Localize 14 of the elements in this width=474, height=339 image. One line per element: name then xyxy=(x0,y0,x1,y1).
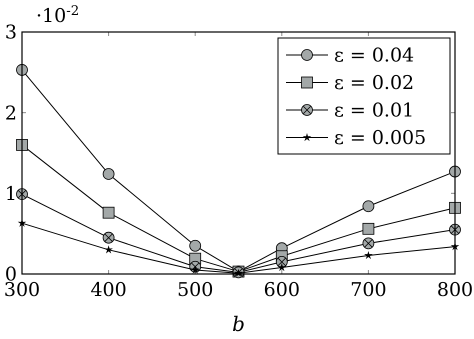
x-tick-label: 700 xyxy=(350,279,387,301)
y-tick-label: 3 xyxy=(4,22,17,44)
x-axis-title: b xyxy=(232,312,245,336)
text: ·10$^{-2}$ xyxy=(36,4,80,27)
legend-label: ε = 0.04 xyxy=(334,44,414,67)
y-tick-label: 2 xyxy=(4,102,17,124)
legend-label: ε = 0.005 xyxy=(334,127,426,150)
x-tick-label: 400 xyxy=(90,279,127,301)
y-tick-label: 1 xyxy=(4,182,17,205)
x-tick-label: 600 xyxy=(264,279,300,301)
legend-label: ε = 0.01 xyxy=(334,100,414,122)
legend-label: ε = 0.02 xyxy=(334,72,414,94)
x-tick-label: 800 xyxy=(436,279,474,301)
x-tick-label: 500 xyxy=(177,279,214,301)
